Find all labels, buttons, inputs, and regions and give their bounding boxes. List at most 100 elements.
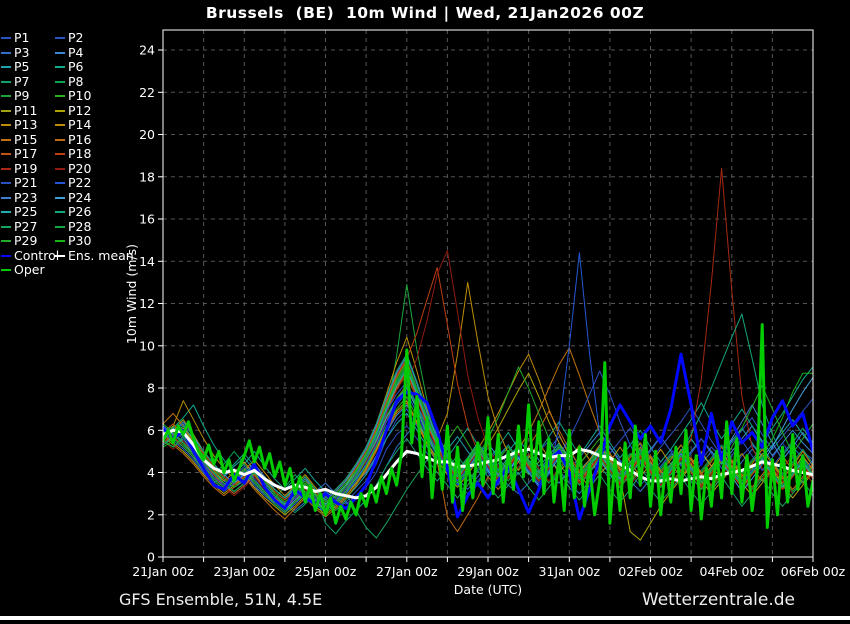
legend-item-P18: P18 <box>55 147 91 161</box>
legend-item-label: P27 <box>14 218 38 234</box>
svg-text:14: 14 <box>139 254 155 269</box>
legend-item-P4: P4 <box>55 44 84 60</box>
legend-item-P30: P30 <box>55 234 91 248</box>
legend-item-P23: P23 <box>1 189 38 205</box>
legend-item-label: P13 <box>14 117 38 132</box>
legend-item-label: P8 <box>68 73 84 89</box>
legend-item-label: P2 <box>68 30 84 45</box>
series-lines <box>163 167 813 541</box>
legend-item-label: P22 <box>68 175 92 190</box>
legend-item-label: P24 <box>68 189 92 205</box>
legend-item-P1: P1 <box>1 31 30 45</box>
legend-swatch-icon <box>1 225 11 228</box>
svg-text:12: 12 <box>139 296 155 311</box>
legend-item-label: P14 <box>68 117 92 132</box>
svg-text:04Feb 00z: 04Feb 00z <box>700 564 765 579</box>
legend-swatch-icon <box>55 196 65 199</box>
legend-swatch-icon <box>55 51 65 54</box>
legend-item-label: P11 <box>14 102 38 118</box>
legend-swatch-icon <box>55 225 65 228</box>
legend-item-label: P28 <box>68 218 92 234</box>
bottom-border-line <box>0 616 850 620</box>
svg-text:16: 16 <box>139 212 155 227</box>
legend-item-P10: P10 <box>55 89 91 103</box>
legend-item-label: P6 <box>68 59 84 74</box>
legend-item-label: P3 <box>14 44 30 60</box>
legend-item-P28: P28 <box>55 218 92 234</box>
series-P26 <box>163 313 813 499</box>
legend-item-P26: P26 <box>55 205 91 219</box>
legend-item-label: P18 <box>68 146 92 161</box>
legend-item-Oper: Oper <box>1 263 45 277</box>
footer-site-name: Wetterzentrale.de <box>641 590 795 610</box>
legend-item-P15: P15 <box>1 131 38 147</box>
legend-swatch-icon <box>1 240 11 242</box>
svg-text:6: 6 <box>147 423 155 438</box>
svg-text:27Jan 00z: 27Jan 00z <box>376 564 438 579</box>
legend-item-P21: P21 <box>1 176 37 190</box>
legend-item-P25: P25 <box>1 205 37 219</box>
page-title: Brussels (BE) 10m Wind | Wed, 21Jan2026 … <box>205 4 645 22</box>
legend-swatch-icon <box>1 124 11 126</box>
legend-swatch-icon <box>55 95 65 97</box>
legend-swatch-icon <box>55 80 65 83</box>
series-P13 <box>163 281 813 499</box>
legend-item-P5: P5 <box>1 60 30 74</box>
svg-text:4: 4 <box>147 465 155 480</box>
legend-item-label: P30 <box>68 233 92 248</box>
svg-text:24: 24 <box>139 43 155 58</box>
legend-item-label: Oper <box>14 262 45 277</box>
svg-text:06Feb 00z: 06Feb 00z <box>781 564 846 579</box>
legend-item-label: P25 <box>14 204 38 219</box>
legend-item-P11: P11 <box>1 102 38 118</box>
svg-text:23Jan 00z: 23Jan 00z <box>213 564 275 579</box>
legend-swatch-icon <box>1 80 11 83</box>
legend-item-Control: Control <box>1 247 60 263</box>
legend-item-P27: P27 <box>1 218 38 234</box>
svg-text:10: 10 <box>139 338 155 353</box>
legend-item-P6: P6 <box>55 60 84 74</box>
legend-item-P13: P13 <box>1 118 37 132</box>
legend-item-label: P15 <box>14 131 38 147</box>
legend-item-label: P5 <box>14 59 30 74</box>
legend-item-label: P21 <box>14 175 38 190</box>
legend-item-P20: P20 <box>55 161 91 176</box>
legend-swatch-icon <box>55 66 65 68</box>
svg-text:18: 18 <box>139 169 155 184</box>
legend-swatch-icon <box>55 211 65 213</box>
axis-ticks <box>158 49 814 562</box>
legend-item-label: P17 <box>14 146 38 161</box>
legend-swatch-icon <box>1 196 11 199</box>
legend-item-label: P29 <box>14 233 38 248</box>
legend-swatch-icon <box>1 37 11 39</box>
legend-swatch-icon <box>55 124 65 126</box>
legend-item-label: P23 <box>14 189 38 205</box>
svg-text:21Jan 00z: 21Jan 00z <box>132 564 194 579</box>
legend-swatch-icon <box>55 254 65 257</box>
legend-swatch-icon <box>1 254 11 257</box>
legend-item-label: P19 <box>14 160 38 176</box>
legend-swatch-icon <box>1 95 11 97</box>
legend-item-label: P7 <box>14 73 30 89</box>
legend-swatch-icon <box>55 167 65 170</box>
legend-item-label: P10 <box>68 88 92 103</box>
legend-swatch-icon <box>1 182 11 184</box>
legend-item-P16: P16 <box>55 131 92 147</box>
legend-item-label: P4 <box>68 44 84 60</box>
legend-item-P2: P2 <box>55 31 84 45</box>
svg-text:0: 0 <box>147 550 155 565</box>
legend-swatch-icon <box>55 109 65 112</box>
svg-text:8: 8 <box>147 381 155 396</box>
legend-item-label: P26 <box>68 204 92 219</box>
legend-item-label: Control <box>14 247 60 263</box>
svg-text:25Jan 00z: 25Jan 00z <box>295 564 357 579</box>
legend-item-label: P1 <box>14 30 30 45</box>
legend-item-label: P16 <box>68 131 92 147</box>
x-axis-label: Date (UTC) <box>454 582 522 597</box>
legend-item-P9: P9 <box>1 89 30 103</box>
legend-swatch-icon <box>1 51 11 54</box>
legend-item-P22: P22 <box>55 176 91 190</box>
y-axis-label: 10m Wind (m/s) <box>124 244 139 344</box>
legend-item-P7: P7 <box>1 73 30 89</box>
